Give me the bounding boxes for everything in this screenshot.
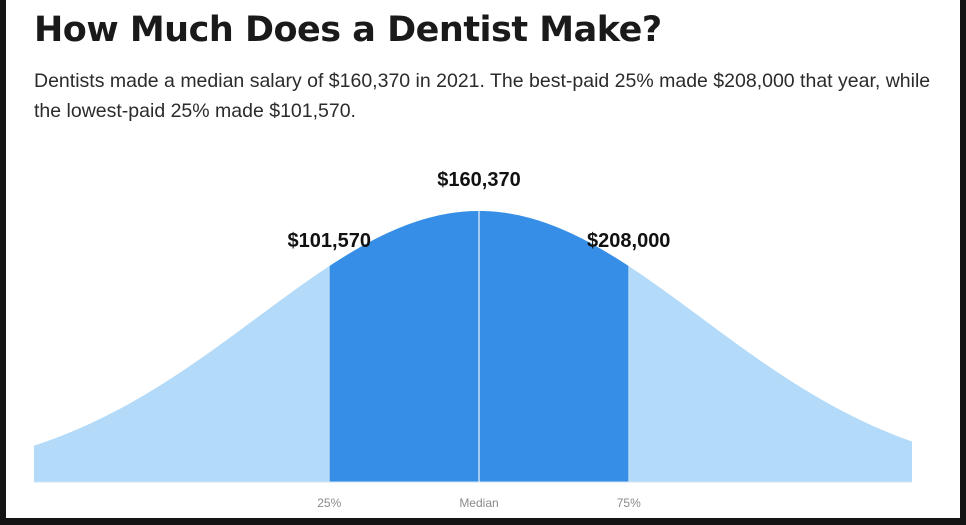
tick-label-p75: 75% [617,496,641,510]
salary-distribution-chart: $101,570 25% $160,370 Median $208,000 75% [34,169,912,510]
page-title: How Much Does a Dentist Make? [34,10,662,50]
chart-card: How Much Does a Dentist Make? Dentists m… [6,0,960,518]
percentile-markers: $101,570 25% $160,370 Median $208,000 75% [288,169,671,510]
tick-label-median: Median [459,496,498,510]
tick-label-p25: 25% [317,496,341,510]
page-subtitle: Dentists made a median salary of $160,37… [34,70,931,122]
value-label-median: $160,370 [437,169,520,191]
value-label-p25: $101,570 [288,230,371,252]
value-label-p75: $208,000 [587,230,670,252]
